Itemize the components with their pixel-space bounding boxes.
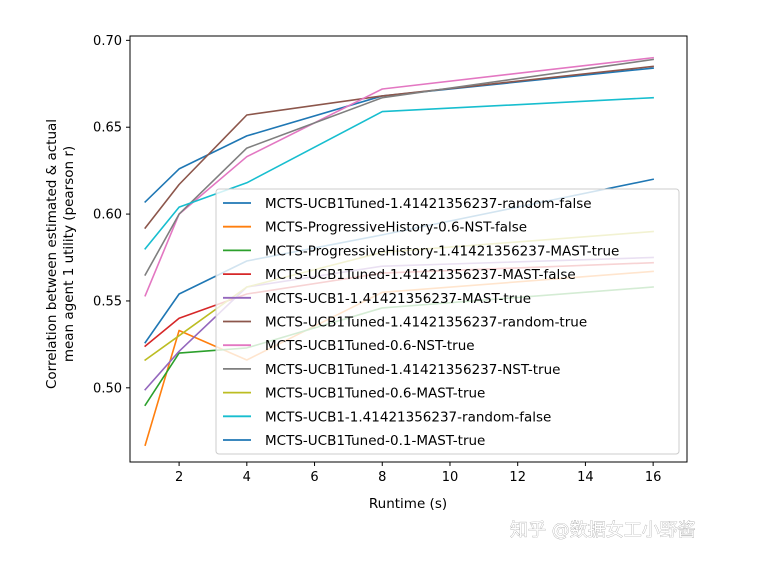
y-axis-ticks: 0.50 0.55 0.60 0.65 0.70 [93,34,130,396]
legend: MCTS-UCB1Tuned-1.41421356237-random-fals… [215,188,680,455]
legend-label-6: MCTS-UCB1Tuned-1.41421356237-random-true [265,315,587,331]
y-tick-label: 0.60 [93,208,122,223]
y-axis-label: Correlation between estimated & actual m… [44,119,77,389]
y-tick-label: 0.50 [93,381,122,396]
legend-label-1: MCTS-UCB1Tuned-1.41421356237-random-fals… [265,196,592,212]
x-tick-label: 14 [577,470,594,485]
series-line-10 [144,96,654,250]
x-tick-label: 6 [310,470,318,485]
y-tick-label: 0.70 [93,34,122,49]
series-line-7 [144,56,654,297]
x-tick-label: 4 [243,470,251,485]
y-tick-label: 0.55 [93,294,122,309]
legend-label-4: MCTS-UCB1Tuned-1.41421356237-MAST-false [265,267,576,283]
x-tick-label: 16 [645,470,662,485]
legend-label-2: MCTS-ProgressiveHistory-0.6-NST-false [265,220,527,236]
series-line-1 [144,67,654,204]
x-axis-label: Runtime (s) [369,496,447,512]
series-line-6 [144,65,654,230]
legend-frame [215,188,680,455]
y-axis-label-line-1: Correlation between estimated & actual [44,119,60,389]
x-tick-label: 10 [442,470,459,485]
watermark: 知乎 @数据女工小野酱 [510,520,696,541]
series-line-8 [144,58,655,276]
legend-label-11: MCTS-UCB1Tuned-0.1-MAST-true [265,433,485,449]
legend-label-3: MCTS-ProgressiveHistory-1.41421356237-MA… [265,243,619,259]
legend-label-5: MCTS-UCB1-1.41421356237-MAST-true [265,291,531,307]
y-tick-label: 0.65 [93,121,122,136]
x-tick-label: 8 [378,470,386,485]
plot-frame [129,35,688,463]
x-axis-ticks: 2 4 6 8 10 12 14 16 [175,462,661,485]
legend-label-9: MCTS-UCB1Tuned-0.6-MAST-true [265,386,485,402]
x-tick-label: 12 [509,470,526,485]
legend-label-8: MCTS-UCB1Tuned-1.41421356237-NST-true [265,362,560,378]
legend-label-10: MCTS-UCB1-1.41421356237-random-false [265,409,551,425]
legend-label-7: MCTS-UCB1Tuned-0.6-NST-true [265,338,475,354]
y-axis-label-line-2: mean agent 1 utility (pearson r) [61,146,77,362]
x-tick-label: 2 [175,470,183,485]
